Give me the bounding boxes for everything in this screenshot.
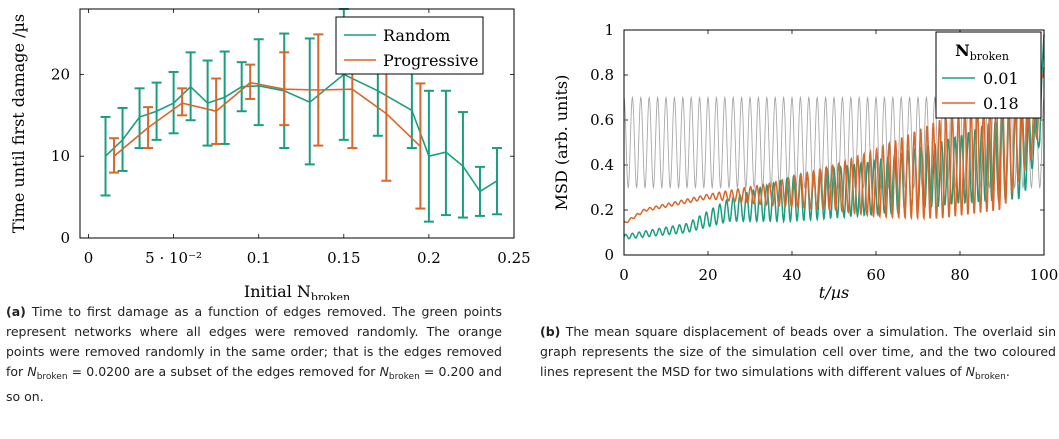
series-line-random (104, 73, 498, 193)
caption-b-symbol: N (965, 364, 976, 379)
caption-a: (a) Time to first damage as a function o… (6, 302, 502, 407)
series-random (100, 8, 502, 223)
x-tick-label-a: 0.1 (247, 249, 271, 267)
plot-frame-a (79, 8, 515, 239)
caption-a-sub-2: broken (388, 372, 420, 382)
y-tick-label-b: 0.4 (590, 156, 614, 174)
legend-label-018: 0.18 (983, 94, 1019, 113)
msd-line-001 (623, 34, 1045, 240)
x-tick-label-a: 5 · 10⁻² (145, 249, 202, 267)
plot-frame-b (623, 29, 1045, 256)
series-line-progressive (113, 81, 421, 157)
x-axis-label-a-sub: broken (311, 291, 350, 300)
y-tick-label-a: 10 (51, 147, 70, 165)
y-axis-label-a: Time until first damage /µs (9, 14, 28, 233)
x-tick-label-b: 40 (782, 266, 801, 284)
legend-label-001: 0.01 (983, 69, 1019, 88)
msd-line-018 (623, 66, 1045, 224)
caption-b-text: The mean square displacement of beads ov… (540, 324, 1056, 379)
y-tick-label-b: 0 (604, 246, 614, 264)
caption-b-label: (b) (540, 324, 561, 339)
x-tick-label-b: 80 (950, 266, 969, 284)
legend-box-a (335, 16, 484, 75)
caption-b-sub: broken (975, 372, 1006, 382)
y-tick-label-a: 20 (51, 65, 70, 83)
caption-a-symbol-1: N (27, 364, 37, 379)
y-tick-label-b: 0.6 (590, 111, 614, 129)
caption-b-end: . (1005, 364, 1010, 379)
x-tick-label-a: 0.25 (497, 249, 530, 267)
legend-title-b-sub: broken (970, 50, 1009, 63)
y-tick-label-b: 1 (604, 21, 614, 39)
caption-a-mid: = 0.0200 are a subset of the edges remov… (67, 364, 380, 379)
y-axis-label-b: MSD (arb. units) (552, 75, 571, 211)
x-axis-label-b: t/µs (819, 283, 849, 300)
x-tick-label-b: 100 (1030, 266, 1059, 284)
caption-a-symbol-2: N (379, 364, 389, 379)
caption-a-label: (a) (6, 304, 26, 319)
x-tick-label-a: 0.2 (417, 249, 441, 267)
caption-a-end: = 0.200 and so on. (6, 364, 502, 404)
y-tick-label-b: 0.2 (590, 201, 614, 219)
chart-time-to-damage: 0 5 · 10⁻² 0.1 0.15 0.2 0.25 0 10 20 Random Progre… (9, 8, 531, 300)
caption-b: (b) The mean square displacement of bead… (540, 322, 1056, 387)
chart-msd: 0 20 40 60 80 10000.20.40.60.81Nbroken0.010.1… (552, 21, 1058, 300)
legend-label-random: Random (383, 26, 450, 45)
y-tick-label-b: 0.8 (590, 66, 614, 84)
x-tick-label-a: 0 (84, 249, 94, 267)
x-tick-label-b: 20 (698, 266, 717, 284)
y-tick-label-a: 0 (60, 229, 70, 247)
legend-a: Random Progressive (335, 16, 484, 75)
x-tick-label-b: 0 (619, 266, 629, 284)
caption-a-text: Time to first damage as a function of ed… (6, 304, 502, 379)
caption-a-sub-1: broken (36, 372, 68, 382)
x-tick-label-a: 0.15 (327, 249, 360, 267)
x-tick-label-b: 60 (866, 266, 885, 284)
x-axis-label-a: Initial Nbroken (244, 282, 350, 300)
legend-label-progressive: Progressive (383, 51, 478, 70)
